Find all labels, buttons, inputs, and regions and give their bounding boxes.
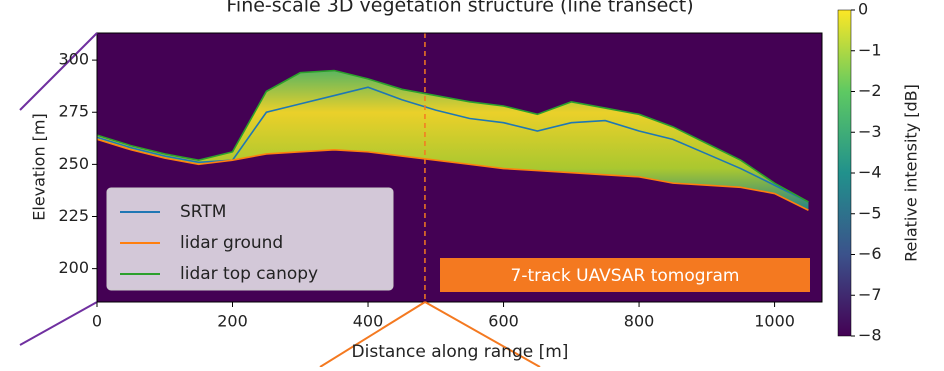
annotation: 7-track UAVSAR tomogram xyxy=(511,266,740,286)
x-tick-label: 1000 xyxy=(754,312,795,331)
y-axis-label: Elevation [m] xyxy=(30,113,49,220)
colorbar-label: Relative intensity [dB] xyxy=(902,84,921,262)
legend-box xyxy=(106,187,394,291)
y-tick-label: 300 xyxy=(58,50,89,69)
series-line xyxy=(97,138,809,211)
x-tick-label: 0 xyxy=(92,312,102,331)
x-axis-label: Distance along range [m] xyxy=(352,342,569,362)
legend-label: SRTM xyxy=(180,202,226,222)
legend-label: lidar top canopy xyxy=(180,264,318,284)
x-tick-label: 400 xyxy=(353,312,384,331)
legend-label: lidar ground xyxy=(180,233,283,253)
y-tick-label: 200 xyxy=(58,258,89,277)
y-tick-label: 225 xyxy=(58,206,89,225)
colorbar xyxy=(837,9,852,337)
callout-line xyxy=(319,301,426,368)
annotation-box xyxy=(440,258,810,292)
x-tick-label: 600 xyxy=(488,312,519,331)
colorbar-tick-label: −6 xyxy=(858,244,882,263)
callout-line xyxy=(424,301,541,368)
colorbar-tick-label: −3 xyxy=(858,122,882,141)
y-tick-label: 250 xyxy=(58,154,89,173)
plot-frame xyxy=(96,32,823,303)
y-tick-label: 275 xyxy=(58,102,89,121)
x-tick-label: 200 xyxy=(217,312,248,331)
x-tick-label: 800 xyxy=(624,312,655,331)
chart-title: Fine-scale 3D vegetation structure (line… xyxy=(226,0,693,17)
plot-layer xyxy=(97,33,809,302)
series-line xyxy=(97,69,809,203)
colorbar-tick-label: −7 xyxy=(858,285,882,304)
callout-line xyxy=(19,301,98,346)
colorbar-tick-label: −1 xyxy=(858,40,882,59)
canopy-fill xyxy=(97,70,809,211)
colorbar-tick-label: 0 xyxy=(858,0,868,19)
colorbar-tick-label: −8 xyxy=(858,326,882,345)
colorbar-tick-label: −5 xyxy=(858,203,882,222)
series-line xyxy=(97,86,809,203)
colorbar-tick-label: −2 xyxy=(858,81,882,100)
colorbar-tick-label: −4 xyxy=(858,163,882,182)
callout-line xyxy=(19,32,98,111)
